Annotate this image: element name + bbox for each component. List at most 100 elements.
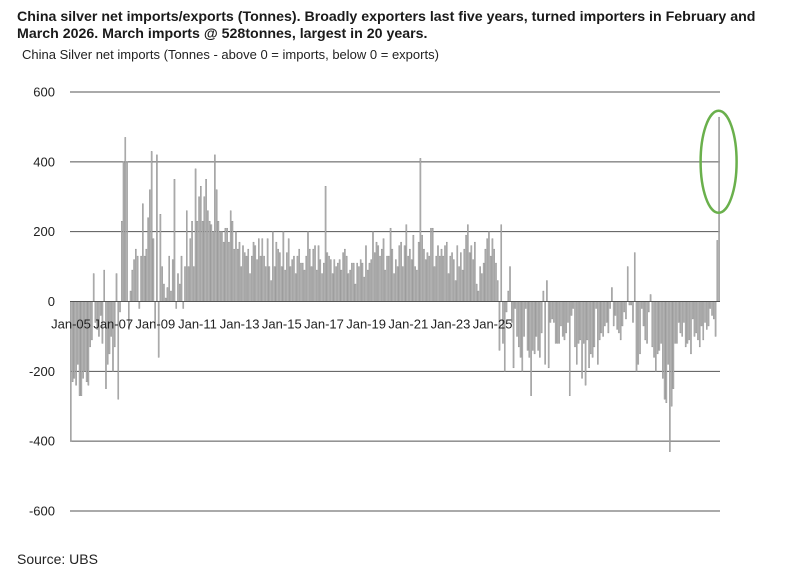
bar (284, 269, 286, 302)
bar (612, 301, 615, 327)
bar (690, 301, 692, 355)
bar (173, 179, 176, 302)
bar (73, 301, 76, 379)
x-tick-label: Jan-09 (135, 317, 175, 332)
bar (489, 255, 492, 302)
bar (217, 220, 220, 302)
bar (330, 259, 332, 302)
bar (203, 196, 206, 302)
bar (519, 301, 522, 358)
bar (71, 301, 74, 383)
bar (641, 301, 643, 309)
bar (616, 301, 618, 330)
bar (185, 210, 188, 302)
bar (651, 301, 654, 348)
bar (142, 203, 144, 302)
bar (131, 269, 134, 302)
bar (316, 269, 318, 302)
bar (210, 224, 213, 302)
bar (568, 301, 571, 396)
bar (461, 269, 464, 302)
bar (540, 301, 543, 334)
bar (663, 301, 666, 400)
bar (163, 283, 165, 302)
bar (609, 301, 611, 309)
bar (444, 245, 446, 302)
bar (363, 276, 365, 302)
bar (465, 234, 467, 302)
bar (307, 231, 309, 302)
source-note: Source: UBS (17, 551, 98, 567)
bar (340, 269, 343, 302)
bar (105, 301, 107, 389)
bar (280, 266, 283, 302)
bar (287, 238, 290, 302)
bar (289, 266, 292, 302)
bar (395, 259, 397, 302)
bar (597, 301, 599, 365)
y-tick-label: 200 (33, 224, 55, 239)
bar (305, 255, 308, 302)
bar (400, 241, 402, 302)
bar (140, 255, 142, 302)
bar (438, 255, 441, 302)
bar (259, 255, 262, 302)
bar (648, 301, 650, 313)
bar (595, 301, 597, 309)
bar (539, 301, 541, 358)
bar (175, 301, 178, 309)
bar (451, 252, 453, 302)
bar (563, 301, 566, 341)
bar (85, 301, 88, 383)
bar (361, 262, 364, 302)
bar (549, 301, 552, 323)
bar (263, 255, 265, 302)
bar (475, 283, 478, 302)
bar (303, 269, 306, 302)
x-tick-label: Jan-13 (220, 317, 260, 332)
bar (637, 301, 640, 365)
bar (431, 227, 434, 302)
bar (412, 234, 415, 302)
bar (574, 301, 576, 348)
bar (373, 252, 376, 302)
bar (193, 266, 195, 302)
bar (150, 151, 153, 302)
bar (409, 248, 411, 302)
bar (317, 245, 320, 302)
bar (526, 301, 529, 351)
bar (291, 259, 293, 302)
bar (396, 266, 399, 302)
bar (308, 248, 311, 302)
bar (695, 301, 698, 334)
bar (201, 220, 204, 302)
bar (351, 262, 353, 302)
bar (344, 248, 346, 302)
bar (136, 255, 139, 302)
bar (77, 301, 79, 365)
bar (635, 301, 638, 372)
bar (428, 255, 430, 302)
bar (686, 301, 689, 344)
bar (556, 301, 559, 344)
bar (92, 273, 95, 302)
bar (698, 301, 701, 348)
bar (75, 301, 77, 386)
bar (463, 248, 466, 302)
bar (646, 301, 648, 344)
bar (516, 301, 518, 337)
bar (277, 248, 279, 302)
bar (684, 301, 687, 348)
bar (493, 248, 495, 302)
bar (120, 220, 123, 302)
bar (507, 290, 510, 302)
bar (697, 301, 699, 341)
bar (354, 283, 357, 302)
bar (533, 301, 536, 355)
bar (275, 241, 278, 302)
bar (119, 301, 121, 313)
bar (349, 269, 351, 302)
bar (484, 248, 487, 302)
bar (300, 262, 302, 302)
bar (605, 301, 608, 323)
